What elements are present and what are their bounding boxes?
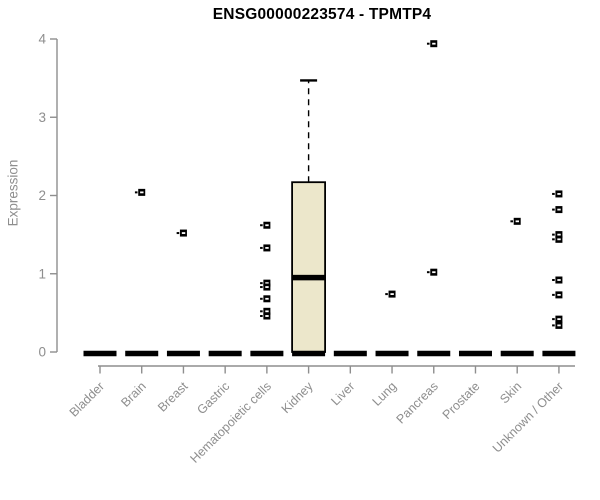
outlier-notch [432,42,436,45]
x-category-label: Unknown / Other [490,379,566,455]
x-category-label: Kidney [279,379,316,416]
zero-bar [500,350,534,357]
outlier-tick [260,286,263,289]
y-tick-label: 3 [38,110,46,125]
outlier-tick [260,282,263,285]
outlier-tick [426,271,430,274]
y-tick-label: 2 [38,188,46,203]
outlier-tick [552,318,555,321]
outlier-tick [552,324,555,327]
outlier-notch [265,315,269,317]
zero-bar [417,350,451,357]
x-category-label: Lung [370,379,400,409]
x-category-label: Skin [497,379,524,406]
x-category-label: Bladder [67,379,107,419]
x-category-label: Hematopoietic cells [187,379,274,466]
outlier-tick [552,293,555,296]
outlier-notch [432,271,436,274]
outlier-tick [134,191,138,194]
outlier-tick [260,224,263,227]
median-line [292,274,326,281]
outlier-tick [176,232,180,235]
outlier-notch [265,247,269,249]
outlier-tick [552,192,555,195]
outlier-notch [265,297,269,300]
outlier-tick [385,293,388,296]
outlier-notch [515,220,519,223]
outlier-notch [265,282,269,285]
y-tick-label: 0 [38,345,46,360]
zero-bar [125,350,159,357]
outlier-notch [557,193,561,195]
x-category-label: Breast [155,379,191,415]
outlier-notch [557,324,561,327]
outlier-tick [426,42,430,45]
outlier-tick [260,315,263,318]
zero-bar [208,350,242,357]
y-tick-label: 1 [38,266,46,281]
outlier-notch [390,293,394,295]
zero-bar [250,350,284,357]
outlier-notch [140,191,144,194]
zero-bar [375,350,409,357]
y-tick-label: 4 [38,32,46,47]
zero-bar [333,350,367,357]
outlier-tick [260,246,263,249]
outlier-notch [557,238,561,241]
outlier-notch [265,224,269,227]
zero-bar [458,350,492,357]
zero-bar [83,350,117,357]
box [291,181,327,353]
outlier-notch [557,279,561,281]
outlier-tick [552,238,555,241]
x-category-label: Pancreas [394,379,441,426]
x-category-label: Liver [328,379,357,408]
outlier-tick [260,297,263,300]
outlier-tick [552,208,555,211]
x-category-label: Prostate [440,379,483,422]
outlier-notch [557,293,561,296]
outlier-tick [552,233,555,236]
outlier-notch [265,310,269,313]
x-category-label: Brain [118,379,149,410]
outlier-notch [557,208,561,211]
zero-bar [166,350,200,357]
chart-title: ENSG00000223574 - TPMTP4 [212,6,432,23]
zero-bar [542,350,576,357]
outlier-tick [510,220,513,223]
outlier-tick [260,310,263,313]
outlier-notch [557,318,561,321]
outlier-notch [557,233,561,236]
zero-bar [292,350,326,357]
outlier-tick [552,279,555,282]
x-category-label: Gastric [194,379,232,417]
outlier-notch [265,286,269,288]
outlier-notch [181,232,186,234]
